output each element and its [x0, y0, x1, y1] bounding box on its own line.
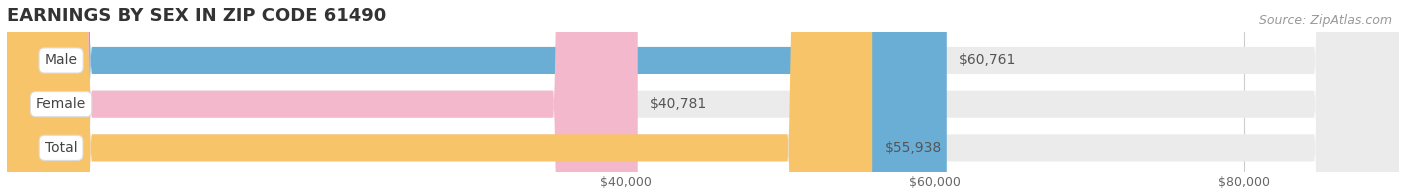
- Text: $60,761: $60,761: [959, 54, 1017, 67]
- Text: Female: Female: [37, 97, 86, 111]
- Text: Source: ZipAtlas.com: Source: ZipAtlas.com: [1258, 14, 1392, 27]
- FancyBboxPatch shape: [7, 0, 638, 196]
- FancyBboxPatch shape: [7, 0, 872, 196]
- Text: $40,781: $40,781: [650, 97, 707, 111]
- FancyBboxPatch shape: [7, 0, 1399, 196]
- Text: $55,938: $55,938: [884, 141, 942, 155]
- Text: Male: Male: [45, 54, 77, 67]
- Text: EARNINGS BY SEX IN ZIP CODE 61490: EARNINGS BY SEX IN ZIP CODE 61490: [7, 7, 387, 25]
- FancyBboxPatch shape: [7, 0, 1399, 196]
- FancyBboxPatch shape: [7, 0, 946, 196]
- FancyBboxPatch shape: [7, 0, 1399, 196]
- Text: Total: Total: [45, 141, 77, 155]
